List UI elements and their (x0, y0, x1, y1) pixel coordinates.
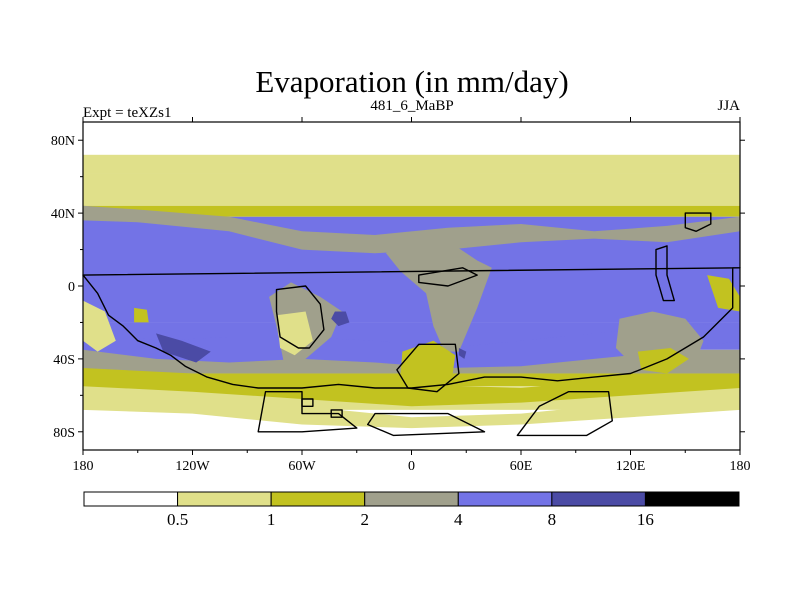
lat-band-0 (83, 122, 740, 155)
coastline-small-island-a (301, 398, 314, 407)
colorbar-label-2: 2 (360, 510, 369, 529)
field-pale-coast-west (83, 300, 116, 352)
lat-band-1 (83, 154, 740, 174)
x-tick-label-6: 180 (730, 459, 751, 474)
field-south-america-pale (276, 311, 313, 356)
lat-band-3 (83, 205, 740, 217)
colorbar-label-1: 1 (267, 510, 276, 529)
colorbar-swatch-1 (177, 491, 272, 507)
field-south-blue-edge (83, 322, 740, 368)
coastline-antarctic-left (257, 391, 358, 433)
y-tick-label-0: 80N (51, 134, 75, 149)
colorbar-swatch-0 (83, 491, 179, 507)
y-tick-label-3: 40S (53, 353, 75, 368)
colorbar-swatch-3 (364, 491, 459, 507)
coastline-outlines (82, 212, 741, 437)
x-tick-label-5: 120E (616, 459, 646, 474)
field-dark-blue-patch-west (156, 333, 211, 363)
field-olive-fleck-pacific (134, 307, 149, 323)
field-south-pale-edge (83, 389, 740, 429)
x-tick-label-3: 0 (408, 459, 415, 474)
x-tick-label-0: 180 (73, 459, 94, 474)
x-tick-label-4: 60E (510, 459, 533, 474)
season-label: JJA (717, 98, 740, 114)
coastline-arabia-land (418, 267, 478, 287)
y-tick-label-1: 40N (51, 207, 75, 222)
map-field (83, 122, 740, 450)
coastline-north-east-land (684, 212, 712, 233)
x-tick-label-1: 120W (175, 459, 210, 474)
colorbar-swatch-4 (457, 491, 553, 507)
experiment-label: Expt = teXZs1 (83, 105, 171, 121)
colorbar: 0.5 1 2 4 8 16 (83, 491, 740, 529)
y-tick-label-4: 80S (53, 426, 75, 441)
colorbar-label-4: 8 (548, 510, 557, 529)
field-dark-blue-fleck-east (458, 348, 467, 359)
coastline-west-coast (82, 267, 741, 389)
coastline-east-asia-land (655, 245, 675, 302)
field-africa-gray-land (386, 238, 492, 352)
age-label: 481_6_MaBP (370, 98, 453, 114)
coastline-south-america-land (275, 285, 325, 349)
x-tick-label-2: 60W (288, 459, 316, 474)
coastline-africa-south-land (396, 343, 460, 393)
colorbar-label-3: 4 (454, 510, 463, 529)
colorbar-label-5: 16 (637, 510, 654, 529)
colorbar-swatch-2 (270, 491, 366, 507)
chart-title: Evaporation (in mm/day) (255, 64, 568, 99)
colorbar-swatch-5 (551, 491, 646, 507)
axes: 180 120W 60W 0 60E 120E 180 80N 40N 0 40S 80S (51, 117, 751, 474)
y-tick-label-2: 0 (68, 280, 75, 295)
coastline-antarctic-right (367, 412, 486, 437)
colorbar-label-0: 0.5 (167, 510, 188, 529)
colorbar-swatch-6 (644, 491, 740, 507)
coastline-small-island-b (330, 409, 343, 418)
field-south-olive-edge (83, 368, 740, 407)
field-east-coast-olive (707, 275, 740, 312)
field-dark-blue-patch-atlantic (331, 311, 350, 327)
lat-band-2 (83, 173, 740, 206)
coastline-antarctic-east (516, 391, 613, 437)
field-africa-olive-core (400, 340, 456, 388)
